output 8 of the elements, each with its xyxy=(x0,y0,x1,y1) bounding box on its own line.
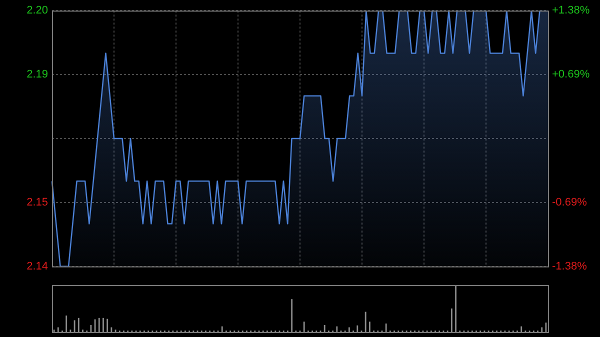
y2-tick-label: -1.38% xyxy=(552,260,588,272)
y2-tick-label: -0.69% xyxy=(552,196,588,208)
y-tick-label: 2.20 xyxy=(26,4,48,17)
y2-tick-label: +0.69% xyxy=(552,68,590,81)
y-tick-label: 2.14 xyxy=(26,260,48,272)
y-tick-label: 2.19 xyxy=(26,68,48,81)
y-tick-label: 2.15 xyxy=(26,196,48,208)
y2-tick-label: +1.38% xyxy=(552,4,590,17)
